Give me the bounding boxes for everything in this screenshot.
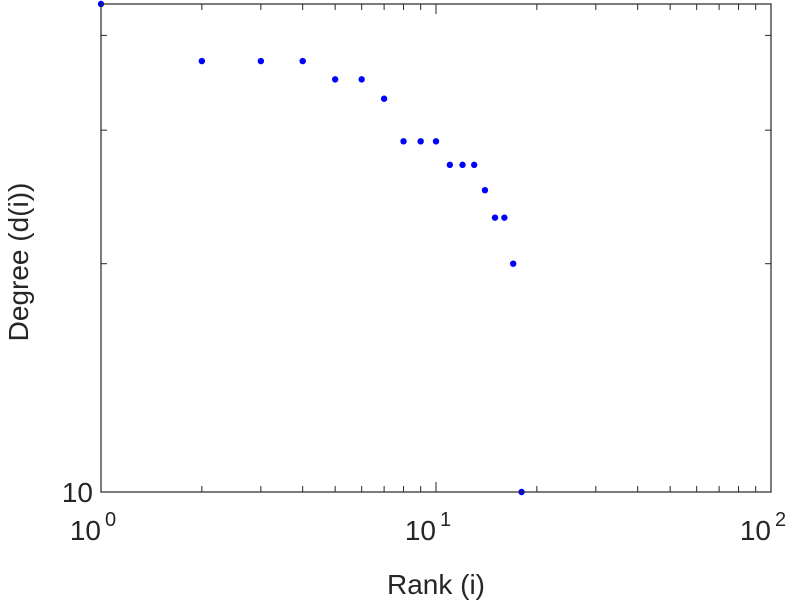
data-point (257, 57, 265, 65)
data-point (501, 214, 508, 221)
data-point (299, 57, 306, 65)
x-tick-label: 10 2 (740, 509, 786, 546)
data-point (481, 186, 489, 194)
data-point (491, 214, 499, 221)
x-axis-label: Rank (i) (387, 569, 485, 600)
data-point (432, 138, 440, 145)
data-points (97, 0, 525, 496)
data-point (417, 138, 424, 145)
data-point (331, 76, 339, 83)
axis-ticks (100, 4, 772, 493)
data-point (198, 57, 206, 65)
plot-frame (100, 3, 772, 493)
data-point (400, 138, 407, 145)
axis-tick-labels: 10 0 10 1 10 2 10 (62, 477, 786, 546)
data-point (470, 161, 478, 169)
x-tick-label: 10 1 (405, 509, 451, 546)
data-point (358, 76, 365, 83)
data-point (380, 95, 388, 102)
data-point (510, 260, 517, 267)
data-point (459, 161, 466, 169)
data-point (446, 161, 454, 169)
y-axis-label: Degree (d(i)) (3, 183, 34, 342)
x-tick-label: 10 0 (70, 509, 116, 546)
y-tick-label: 10 (62, 477, 93, 508)
